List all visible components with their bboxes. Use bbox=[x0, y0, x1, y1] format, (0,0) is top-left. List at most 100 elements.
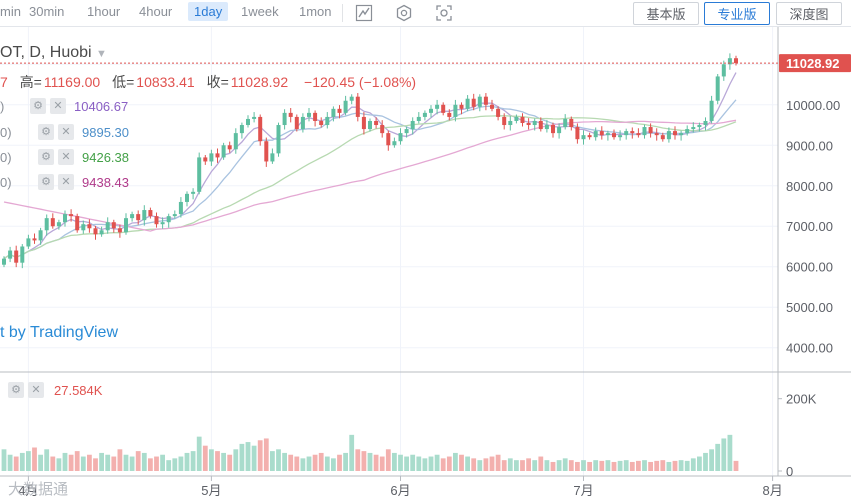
close-icon[interactable]: ✕ bbox=[28, 382, 44, 398]
volume-bar bbox=[605, 460, 611, 471]
candle-body bbox=[435, 104, 440, 109]
candle-body bbox=[124, 218, 128, 233]
volume-bar bbox=[465, 456, 470, 471]
candle-body bbox=[215, 153, 220, 158]
y-tick-label: 9000.00 bbox=[786, 138, 833, 153]
candle-body bbox=[361, 116, 366, 130]
gear-icon[interactable]: ⚙ bbox=[8, 382, 24, 398]
low-label: 低= bbox=[112, 74, 135, 90]
candle-body bbox=[270, 153, 275, 162]
depth-chart-button[interactable]: 深度图 bbox=[776, 2, 842, 25]
timeframe-1hour[interactable]: 1hour bbox=[87, 4, 121, 19]
candle-body bbox=[673, 131, 677, 136]
volume-bar bbox=[123, 454, 129, 471]
symbol-title: OT, D, Huobi ▼ bbox=[0, 44, 107, 61]
hexagon-settings-icon[interactable] bbox=[391, 2, 417, 24]
volume-bar bbox=[501, 460, 507, 471]
close-icon[interactable]: ✕ bbox=[58, 124, 74, 140]
volume-bar bbox=[611, 461, 617, 471]
candle-body bbox=[612, 133, 616, 138]
volume-bar bbox=[629, 461, 635, 471]
timeframe-1day[interactable]: 1day bbox=[188, 2, 229, 21]
volume-bar bbox=[19, 452, 25, 471]
high-label: 高= bbox=[19, 74, 42, 90]
candle-body bbox=[599, 131, 604, 136]
gear-icon[interactable]: ⚙ bbox=[38, 149, 54, 165]
volume-bar bbox=[209, 449, 214, 471]
axes: 11000.0010000.009000.008000.007000.00600… bbox=[0, 27, 851, 498]
close-label: 收= bbox=[206, 74, 229, 90]
low-value: 10833.41 bbox=[136, 74, 195, 90]
volume-bar bbox=[270, 451, 275, 471]
chevron-down-icon[interactable]: ▼ bbox=[96, 48, 107, 60]
volume-bar bbox=[587, 461, 592, 471]
volume-bar bbox=[196, 436, 202, 471]
line-chart-icon[interactable] bbox=[351, 2, 377, 24]
volume-bar bbox=[568, 460, 574, 471]
volume-bar bbox=[50, 456, 56, 471]
candle-body bbox=[685, 129, 690, 134]
x-tick-label: 5月 bbox=[201, 483, 221, 498]
candle-body bbox=[691, 127, 696, 130]
candle-body bbox=[544, 125, 549, 130]
volume-bar bbox=[709, 449, 714, 471]
volume-bar bbox=[526, 458, 531, 471]
candles bbox=[2, 53, 738, 269]
volume-bar bbox=[581, 460, 586, 471]
candle-body bbox=[288, 112, 293, 117]
volume-bar bbox=[215, 451, 220, 471]
timeframe-4hour[interactable]: 4hour bbox=[139, 4, 173, 19]
candle-body bbox=[648, 127, 653, 134]
candle-body bbox=[105, 222, 110, 231]
ma-legend-4: 0) ⚙ ✕ 9438.43 bbox=[0, 173, 129, 191]
timeframe-1week[interactable]: 1week bbox=[241, 4, 279, 19]
candle-body bbox=[502, 116, 507, 126]
candle-body bbox=[587, 135, 592, 138]
volume-bar bbox=[471, 458, 477, 471]
volume-bar bbox=[544, 460, 550, 471]
candle-body bbox=[551, 125, 555, 134]
volume-bar bbox=[160, 454, 165, 471]
close-icon[interactable]: ✕ bbox=[50, 98, 66, 114]
candle-body bbox=[697, 125, 702, 128]
candle-body bbox=[453, 104, 458, 117]
tradingview-watermark[interactable]: t by TradingView bbox=[0, 324, 118, 341]
candle-body bbox=[172, 214, 177, 217]
ma-legend-3-value: 9426.38 bbox=[82, 149, 129, 165]
candle-body bbox=[618, 135, 623, 138]
gear-icon[interactable]: ⚙ bbox=[30, 98, 46, 114]
pro-version-button[interactable]: 专业版 bbox=[704, 2, 770, 25]
timeframe-min[interactable]: min bbox=[0, 4, 21, 19]
volume-bar bbox=[520, 460, 525, 471]
ma-legend-4-prefix: 0) bbox=[0, 174, 12, 190]
candle-body bbox=[459, 104, 464, 109]
close-icon[interactable]: ✕ bbox=[58, 174, 74, 190]
close-icon[interactable]: ✕ bbox=[58, 149, 74, 165]
volume-bar bbox=[398, 454, 403, 471]
candle-body bbox=[148, 210, 153, 217]
last-price-label: 11028.92 bbox=[786, 56, 840, 71]
candle-body bbox=[642, 127, 647, 136]
y-tick-label: 7000.00 bbox=[786, 219, 833, 234]
gear-icon[interactable]: ⚙ bbox=[38, 124, 54, 140]
candle-body bbox=[343, 100, 348, 113]
volume-bar bbox=[514, 460, 519, 471]
timeframe-30min[interactable]: 30min bbox=[29, 4, 65, 19]
timeframe-1mon[interactable]: 1mon bbox=[299, 4, 332, 19]
price-chart[interactable]: 11000.0010000.009000.008000.007000.00600… bbox=[0, 27, 851, 504]
x-tick-label: 6月 bbox=[390, 483, 410, 498]
candle-body bbox=[166, 216, 171, 223]
basic-version-button[interactable]: 基本版 bbox=[633, 2, 699, 25]
candle-body bbox=[63, 214, 67, 223]
volume-bar bbox=[257, 440, 263, 471]
volume-bar bbox=[361, 451, 367, 471]
volume-bar bbox=[263, 438, 269, 471]
volume-bar bbox=[477, 460, 483, 471]
camera-icon[interactable] bbox=[431, 2, 457, 24]
gear-icon[interactable]: ⚙ bbox=[38, 174, 54, 190]
volume-bar bbox=[453, 452, 458, 471]
volume-bar bbox=[684, 460, 690, 471]
ma-legend-2-prefix: 0) bbox=[0, 124, 12, 140]
candle-body bbox=[447, 112, 452, 117]
volume-bar bbox=[648, 461, 653, 471]
